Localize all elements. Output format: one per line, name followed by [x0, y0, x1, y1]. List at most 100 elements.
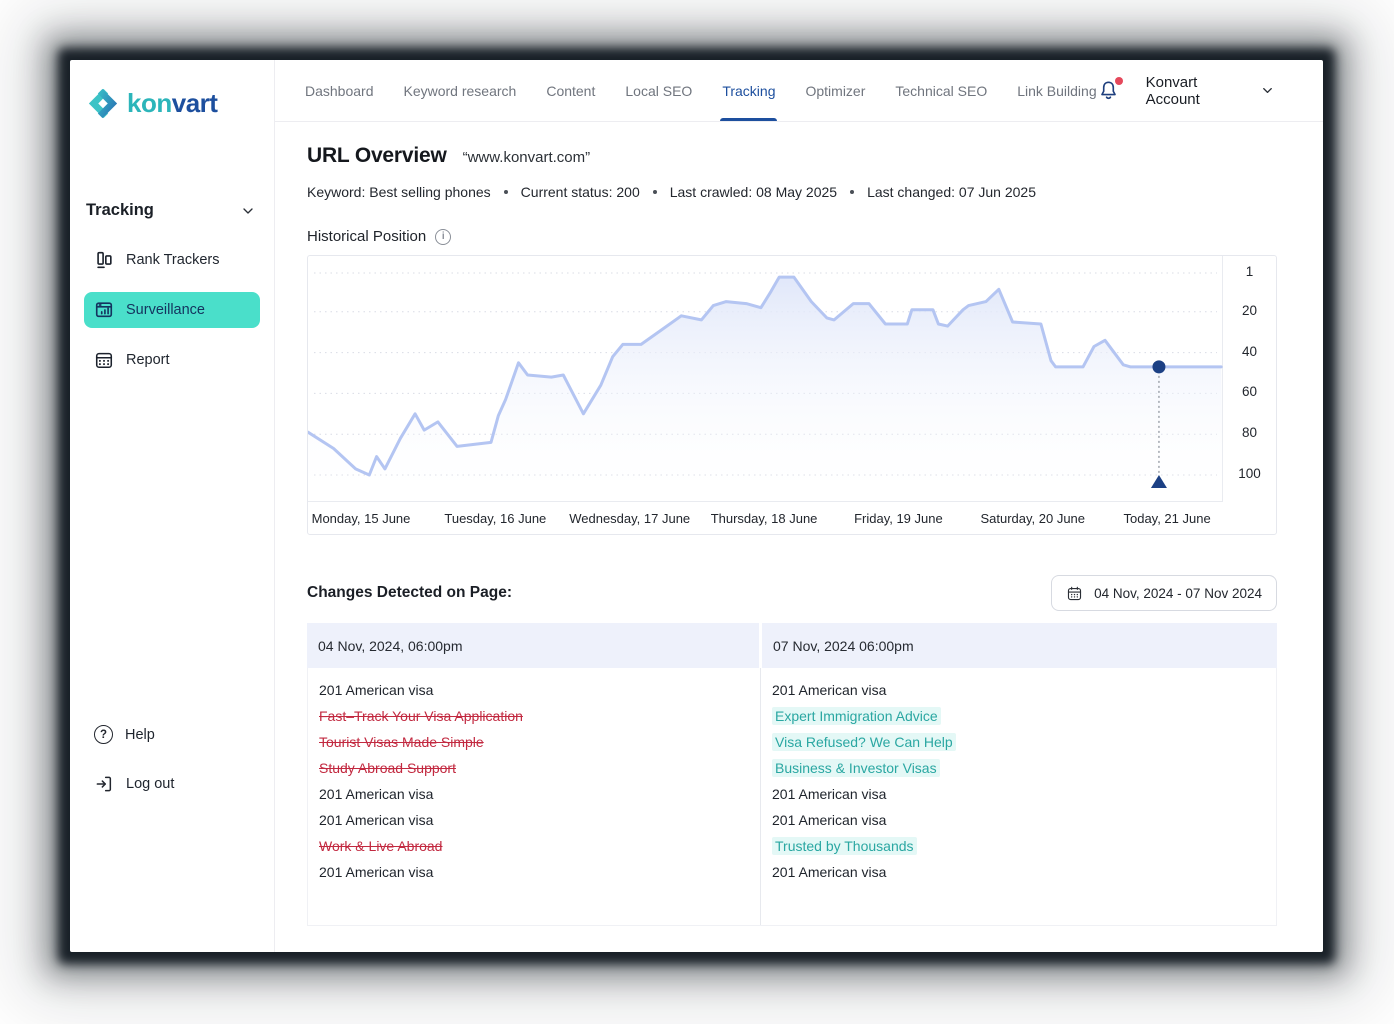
bell-icon [1100, 81, 1116, 100]
notifications-button[interactable] [1097, 77, 1123, 102]
date-range-picker[interactable]: 04 Nov, 2024 - 07 Nov 2024 [1051, 575, 1277, 611]
change-row: Business & Investor Visas [772, 755, 1276, 781]
change-row: 201 American visa [319, 807, 760, 833]
meta-last-changed: Last changed: 07 Jun 2025 [867, 184, 1036, 200]
y-axis-tick-label: 100 [1238, 466, 1261, 481]
nav-tab-link-building[interactable]: Link Building [1017, 82, 1097, 99]
title-row: URL Overview “www.konvart.com” [307, 144, 1277, 168]
change-text-removed: Study Abroad Support [319, 760, 456, 776]
change-text-added: Trusted by Thousands [772, 837, 917, 855]
sidebar-section-label: Tracking [86, 201, 154, 219]
y-axis-tick-label: 40 [1241, 343, 1258, 359]
nav-tab-technical-seo[interactable]: Technical SEO [895, 82, 988, 99]
meta-status: Current status: 200 [520, 184, 640, 200]
nav-tab-tracking[interactable]: Tracking [720, 60, 778, 121]
change-row: Expert Immigration Advice [772, 703, 1276, 729]
change-row: 201 American visa [319, 859, 760, 885]
changes-header-row: Changes Detected on Page: 04 Nov, 2024 -… [307, 575, 1277, 611]
y-axis-tick-label: 1 [1245, 264, 1254, 279]
change-text-removed: Tourist Visas Made Simple [319, 734, 484, 750]
chart-plot-area [306, 256, 1223, 502]
change-row: 201 American visa [772, 677, 1276, 703]
change-row: 201 American visa [319, 677, 760, 703]
changes-title: Changes Detected on Page: [307, 584, 512, 601]
main-area: Dashboard Keyword research Content Local SE… [275, 60, 1323, 952]
account-label: Konvart Account [1145, 73, 1200, 108]
diff-header-before: 04 Nov, 2024, 06:00pm [307, 623, 759, 668]
change-text-normal: 201 American visa [772, 682, 887, 698]
content-area: URL Overview “www.konvart.com” Keyword: … [275, 122, 1323, 952]
change-row: Study Abroad Support [319, 755, 760, 781]
brand-wordmark: konvart [127, 88, 218, 118]
diff-header-after: 07 Nov, 2024 06:00pm [762, 623, 1277, 668]
historical-position-chart: 1 20 40 60 80 100 Monday, 15 June Tuesday, 16 … [306, 255, 1277, 535]
change-text-normal: 201 American visa [319, 682, 434, 698]
calendar-icon [1066, 585, 1083, 602]
nav-tab-local-seo[interactable]: Local SEO [625, 82, 693, 99]
changes-diff-table: 04 Nov, 2024, 06:00pm 07 Nov, 2024 06:00… [307, 623, 1277, 926]
account-menu-button[interactable]: Konvart Account [1146, 74, 1275, 108]
x-axis-tick-label: Saturday, 20 June [980, 511, 1086, 526]
chevron-down-icon [1260, 83, 1275, 98]
y-axis-tick-label: 20 [1241, 302, 1258, 318]
change-text-removed: Fast–Track Your Visa Application [319, 708, 523, 724]
tracked-url: “www.konvart.com” [462, 149, 591, 166]
meta-separator-dot [652, 190, 657, 194]
change-text-normal: 201 American visa [772, 864, 887, 880]
nav-tab-content[interactable]: Content [546, 82, 596, 99]
sidebar: konvart Tracking Rank Trackers [70, 60, 275, 952]
nav-tab-optimizer[interactable]: Optimizer [805, 82, 866, 99]
y-axis-tick-label: 80 [1241, 425, 1258, 441]
app-window: konvart Tracking Rank Trackers [70, 60, 1323, 952]
chart-title: Historical Position [307, 228, 427, 245]
sidebar-item-rank-trackers[interactable]: Rank Trackers [84, 242, 260, 278]
chart-title-row: Historical Position i [307, 228, 1277, 245]
change-row: 201 American visa [319, 781, 760, 807]
change-row: 201 American visa [772, 807, 1276, 833]
x-axis-tick-label: Wednesday, 17 June [569, 511, 691, 526]
change-row: Trusted by Thousands [772, 833, 1276, 859]
change-text-normal: 201 American visa [319, 786, 434, 802]
sidebar-item-label: Surveillance [126, 302, 205, 318]
chevron-down-icon [240, 203, 256, 219]
page-title: URL Overview [307, 144, 447, 167]
x-axis-tick-label: Tuesday, 16 June [444, 511, 547, 526]
meta-separator-dot [503, 190, 508, 194]
sidebar-item-label: Rank Trackers [126, 252, 220, 268]
change-text-added: Business & Investor Visas [772, 759, 940, 777]
sidebar-nav: Rank Trackers Surveillance Report [84, 242, 260, 392]
y-axis-tick-label: 60 [1241, 384, 1258, 400]
date-range-label: 04 Nov, 2024 - 07 Nov 2024 [1094, 585, 1262, 601]
logout-button[interactable]: Log out [88, 774, 260, 794]
logout-arrow-icon [94, 774, 114, 794]
brand-logo[interactable]: konvart [84, 88, 260, 119]
meta-separator-dot [850, 190, 855, 194]
x-axis-tick-label: Monday, 15 June [311, 511, 411, 526]
sidebar-footer: ? Help Log out [84, 725, 260, 794]
sidebar-item-label: Report [126, 352, 170, 368]
x-axis-tick-label: Friday, 19 June [854, 511, 943, 526]
rank-trackers-icon [94, 250, 114, 270]
change-row: Fast–Track Your Visa Application [319, 703, 760, 729]
sidebar-item-report[interactable]: Report [84, 342, 260, 378]
sidebar-section-tracking[interactable]: Tracking [84, 201, 260, 220]
help-button[interactable]: ? Help [88, 725, 260, 744]
diff-column-before: 201 American visa Fast–Track Your Visa Ap… [308, 668, 760, 925]
nav-tab-keyword-research[interactable]: Keyword research [403, 82, 517, 99]
diff-column-after: 201 American visa Expert Immigration Advi… [760, 668, 1276, 925]
report-calendar-icon [94, 350, 114, 370]
help-label: Help [125, 726, 155, 743]
meta-keyword: Keyword: Best selling phones [307, 184, 491, 200]
top-tabs: Dashboard Keyword research Content Local SE… [305, 60, 1097, 121]
x-axis-tick-label: Today, 21 June [1123, 511, 1211, 526]
url-meta-row: Keyword: Best selling phones Current sta… [307, 184, 1277, 200]
nav-tab-dashboard[interactable]: Dashboard [305, 82, 374, 99]
change-text-normal: 201 American visa [319, 812, 434, 828]
surveillance-icon [94, 300, 114, 320]
chart-x-axis: Monday, 15 June Tuesday, 16 June Wednesday… [308, 503, 1223, 535]
sidebar-item-surveillance[interactable]: Surveillance [84, 292, 260, 328]
info-icon[interactable]: i [435, 228, 452, 245]
top-navigation-bar: Dashboard Keyword research Content Local SE… [275, 60, 1323, 122]
change-row: Work & Live Abroad [319, 833, 760, 859]
change-text-removed: Work & Live Abroad [319, 838, 443, 854]
